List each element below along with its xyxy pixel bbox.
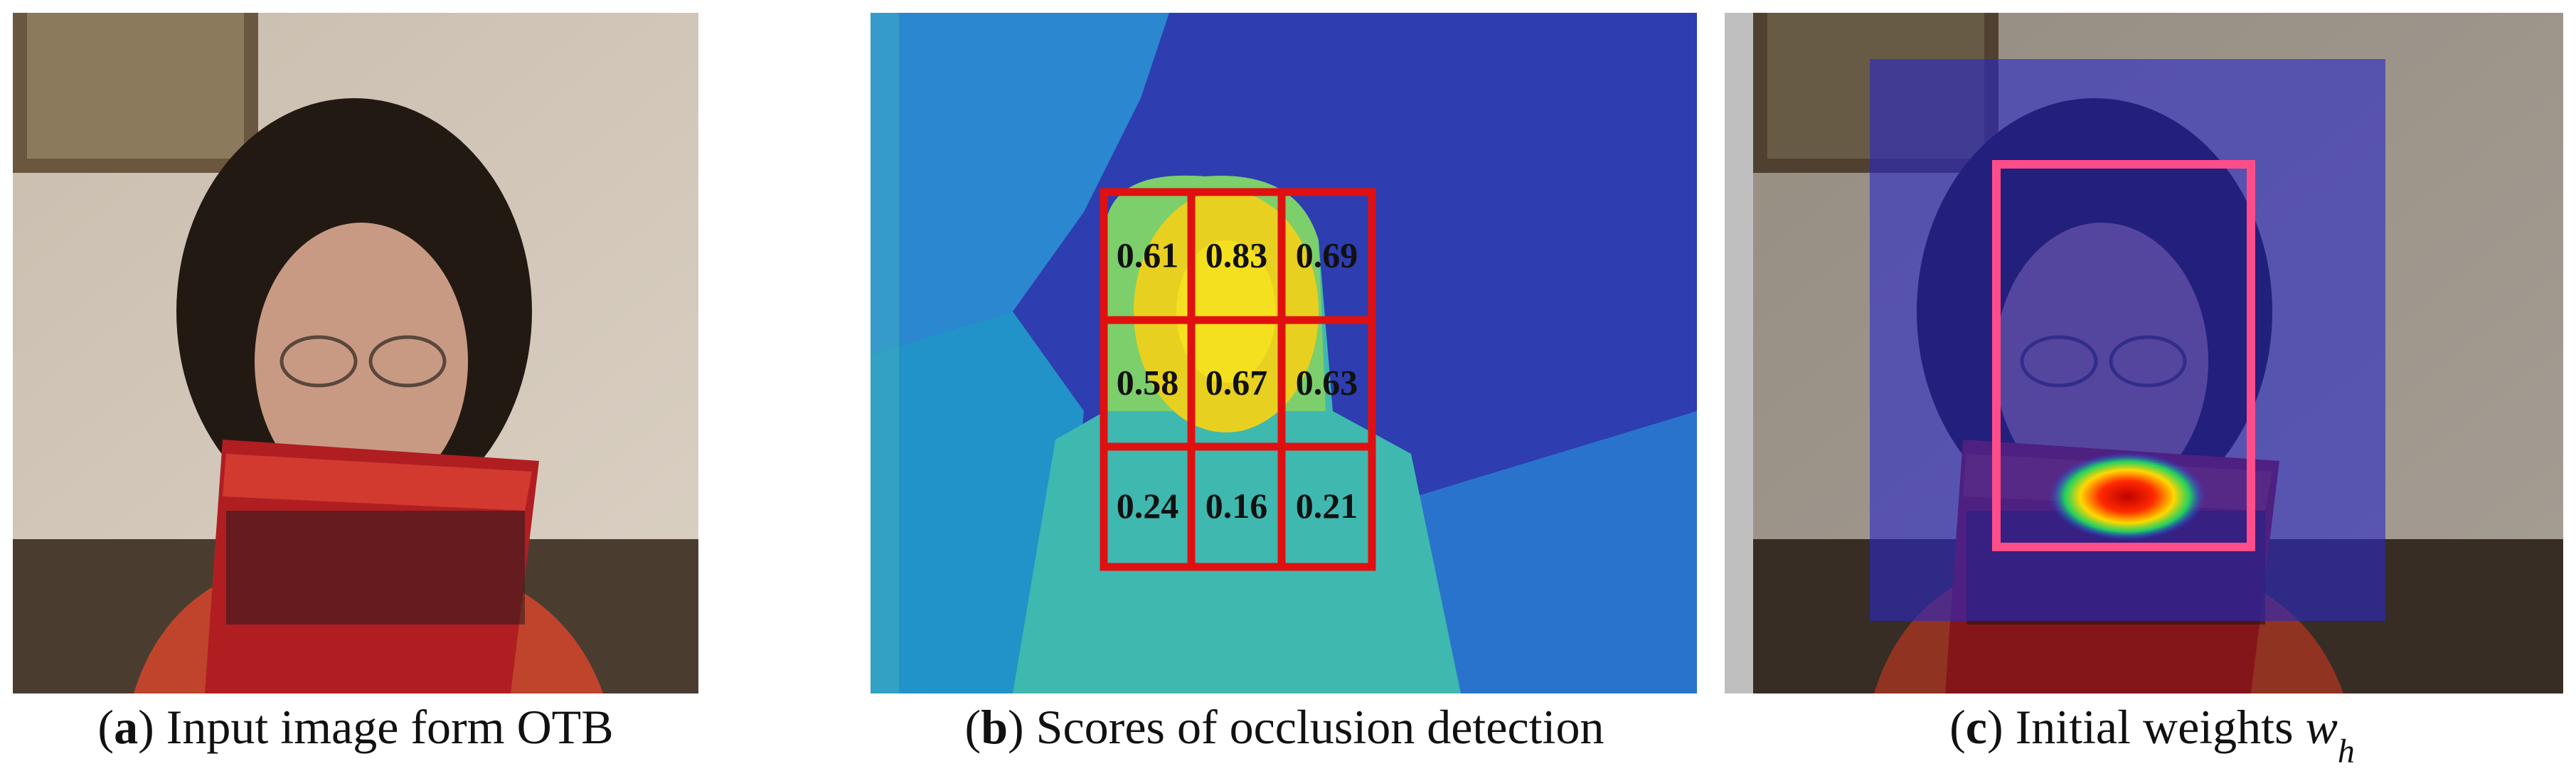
grid-border xyxy=(1100,188,1376,571)
caption-text: ( xyxy=(965,700,981,754)
weight-heatmap xyxy=(2049,452,2205,541)
score-label: 0.63 xyxy=(1296,362,1358,402)
occlusion-grid xyxy=(1100,188,1376,571)
caption-text: ( xyxy=(97,700,114,754)
panel-a-image xyxy=(13,13,866,693)
caption-c: (c) Initial weights wh xyxy=(1949,700,2355,770)
caption-text: ) Initial weights xyxy=(1987,700,2306,754)
score-label: 0.21 xyxy=(1296,486,1358,526)
target-box xyxy=(1992,160,2255,551)
caption-text: ( xyxy=(1949,700,1966,754)
caption-b: (b) Scores of occlusion detection xyxy=(965,700,1604,754)
score-label: 0.24 xyxy=(1117,486,1179,526)
caption-letter: b xyxy=(981,700,1008,754)
score-label: 0.58 xyxy=(1117,362,1179,402)
score-label: 0.16 xyxy=(1205,486,1268,526)
scores: 0.61 0.83 0.69 0.58 0.67 0.63 0.24 0.16 0.21 xyxy=(1117,235,1358,526)
caption-a: (a) Input image form OTB xyxy=(97,700,613,754)
caption-subscript: h xyxy=(2338,733,2355,770)
score-label: 0.69 xyxy=(1296,235,1358,275)
caption-text: ) Scores of occlusion detection xyxy=(1008,700,1604,754)
caption-symbol: w xyxy=(2306,700,2338,754)
caption-letter: c xyxy=(1966,700,1987,754)
score-label: 0.61 xyxy=(1117,235,1179,275)
panel-c-image xyxy=(1725,13,2563,693)
score-label: 0.83 xyxy=(1205,235,1268,275)
caption-letter: a xyxy=(114,700,138,754)
score-label: 0.67 xyxy=(1205,362,1268,402)
caption-text: ) Input image form OTB xyxy=(138,700,614,754)
